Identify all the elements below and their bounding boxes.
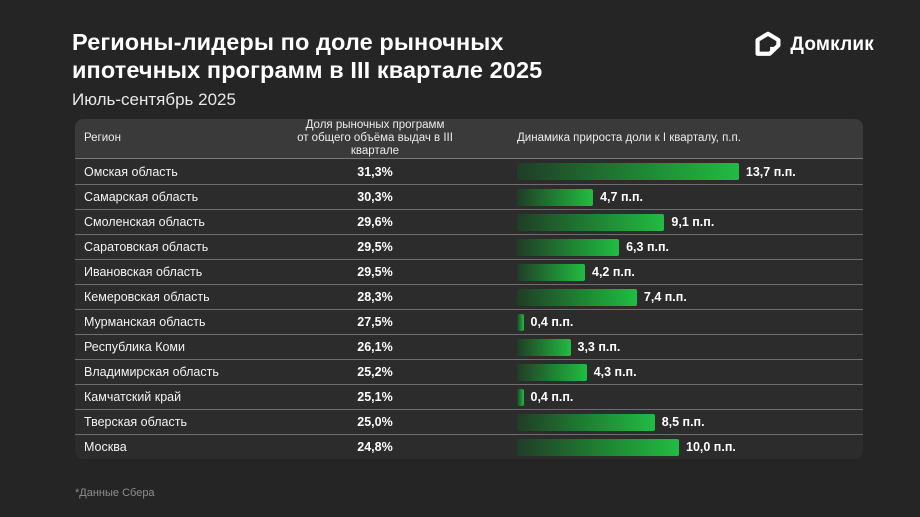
delta-bar-cell: 10,0 п.п. bbox=[465, 438, 863, 456]
delta-bar bbox=[517, 363, 587, 381]
delta-bar-cell: 13,7 п.п. bbox=[465, 163, 863, 180]
delta-bar bbox=[517, 413, 655, 431]
page-title: Регионы-лидеры по доле рыночных ипотечны… bbox=[72, 28, 542, 84]
delta-bar-cell: 3,3 п.п. bbox=[465, 338, 863, 356]
domclick-logo: Домклик bbox=[753, 30, 874, 60]
table-row: Москва 24,8% 10,0 п.п. bbox=[75, 434, 863, 459]
delta-bar-cell: 4,3 п.п. bbox=[465, 363, 863, 381]
share-value: 29,5% bbox=[357, 240, 393, 254]
column-header-region: Регион bbox=[84, 132, 121, 144]
table-row: Омская область 31,3% 13,7 п.п. bbox=[75, 159, 863, 184]
delta-bar bbox=[517, 388, 524, 406]
share-value: 30,3% bbox=[357, 190, 393, 204]
delta-bar-cell: 8,5 п.п. bbox=[465, 413, 863, 431]
delta-bar bbox=[517, 438, 679, 456]
table-row: Кемеровская область 28,3% 7,4 п.п. bbox=[75, 284, 863, 309]
delta-bar bbox=[517, 188, 594, 206]
delta-bar bbox=[517, 263, 585, 281]
table-row: Мурманская область 27,5% 0,4 п.п. bbox=[75, 309, 863, 334]
table-row: Самарская область 30,3% 4,7 п.п. bbox=[75, 184, 863, 209]
delta-bar bbox=[517, 313, 524, 331]
region-name: Москва bbox=[84, 440, 127, 454]
delta-value-label: 3,3 п.п. bbox=[577, 340, 621, 354]
delta-value-label: 4,7 п.п. bbox=[600, 190, 643, 204]
delta-value-label: 9,1 п.п. bbox=[671, 215, 715, 229]
delta-value-label: 13,7 п.п. bbox=[745, 164, 796, 179]
region-name: Мурманская область bbox=[84, 315, 206, 329]
share-value: 25,1% bbox=[357, 390, 393, 404]
table-row: Республика Коми 26,1% 3,3 п.п. bbox=[75, 334, 863, 359]
share-value: 27,5% bbox=[357, 315, 393, 329]
table-row: Тверская область 25,0% 8,5 п.п. bbox=[75, 409, 863, 434]
delta-value-label: 0,4 п.п. bbox=[530, 315, 574, 329]
delta-bar-cell: 0,4 п.п. bbox=[465, 388, 863, 406]
region-name: Кемеровская область bbox=[84, 290, 210, 304]
page-subtitle: Июль-сентябрь 2025 bbox=[72, 90, 236, 109]
share-value: 26,1% bbox=[357, 340, 393, 354]
delta-bar-cell: 7,4 п.п. bbox=[465, 288, 863, 306]
delta-value-label: 10,0 п.п. bbox=[686, 440, 736, 454]
table-body: Омская область 31,3% 13,7 п.п. Самарская… bbox=[75, 159, 863, 459]
table-row: Смоленская область 29,6% 9,1 п.п. bbox=[75, 209, 863, 234]
delta-bar bbox=[517, 288, 637, 306]
delta-value-label: 6,3 п.п. bbox=[626, 240, 669, 254]
share-value: 29,5% bbox=[357, 265, 393, 279]
delta-bar bbox=[517, 163, 739, 180]
region-name: Тверская область bbox=[84, 415, 187, 429]
region-name: Самарская область bbox=[84, 190, 199, 204]
region-name: Республика Коми bbox=[84, 340, 186, 354]
delta-value-label: 7,4 п.п. bbox=[643, 290, 687, 304]
share-value: 31,3% bbox=[357, 164, 393, 179]
house-icon bbox=[753, 30, 783, 60]
page-title-line2: ипотечных программ в III квартале 2025 bbox=[72, 57, 543, 83]
column-header-share-line1: Доля рыночных программ bbox=[305, 119, 445, 131]
delta-value-label: 8,5 п.п. bbox=[661, 415, 705, 429]
data-source-footnote: *Данные Сбера bbox=[75, 487, 155, 499]
delta-value-label: 0,4 п.п. bbox=[530, 390, 574, 404]
region-name: Владимирская область bbox=[84, 365, 219, 379]
table-row: Камчатский край 25,1% 0,4 п.п. bbox=[75, 384, 863, 409]
delta-bar bbox=[517, 338, 571, 356]
table-header-row: Регион Доля рыночных программ от общего … bbox=[75, 119, 863, 159]
regions-table: Регион Доля рыночных программ от общего … bbox=[75, 119, 863, 459]
share-value: 25,0% bbox=[357, 415, 393, 429]
share-value: 28,3% bbox=[357, 290, 393, 304]
page-title-line1: Регионы-лидеры по доле рыночных bbox=[72, 29, 504, 55]
delta-bar-cell: 9,1 п.п. bbox=[465, 213, 863, 231]
logo-wordmark: Домклик bbox=[790, 34, 874, 55]
share-value: 25,2% bbox=[357, 365, 393, 379]
table-row: Саратовская область 29,5% 6,3 п.п. bbox=[75, 234, 863, 259]
share-value: 29,6% bbox=[357, 215, 393, 229]
column-header-share: Доля рыночных программ от общего объёма … bbox=[285, 119, 465, 158]
column-header-share-line2: от общего объёма выдач в III квартале bbox=[297, 132, 453, 157]
region-name: Ивановская область bbox=[84, 265, 203, 279]
region-name: Омская область bbox=[84, 164, 178, 179]
delta-value-label: 4,3 п.п. bbox=[593, 365, 637, 379]
column-header-dynamics: Динамика прироста доли к I кварталу, п.п… bbox=[517, 132, 741, 144]
region-name: Саратовская область bbox=[84, 240, 209, 254]
region-name: Смоленская область bbox=[84, 215, 205, 229]
delta-bar bbox=[517, 213, 665, 231]
share-value: 24,8% bbox=[357, 440, 393, 454]
delta-bar-cell: 6,3 п.п. bbox=[465, 238, 863, 256]
delta-bar-cell: 4,7 п.п. bbox=[465, 188, 863, 206]
delta-bar-cell: 0,4 п.п. bbox=[465, 313, 863, 331]
table-row: Владимирская область 25,2% 4,3 п.п. bbox=[75, 359, 863, 384]
delta-bar bbox=[517, 238, 620, 256]
delta-value-label: 4,2 п.п. bbox=[592, 265, 635, 279]
region-name: Камчатский край bbox=[84, 390, 182, 404]
delta-bar-cell: 4,2 п.п. bbox=[465, 263, 863, 281]
table-row: Ивановская область 29,5% 4,2 п.п. bbox=[75, 259, 863, 284]
